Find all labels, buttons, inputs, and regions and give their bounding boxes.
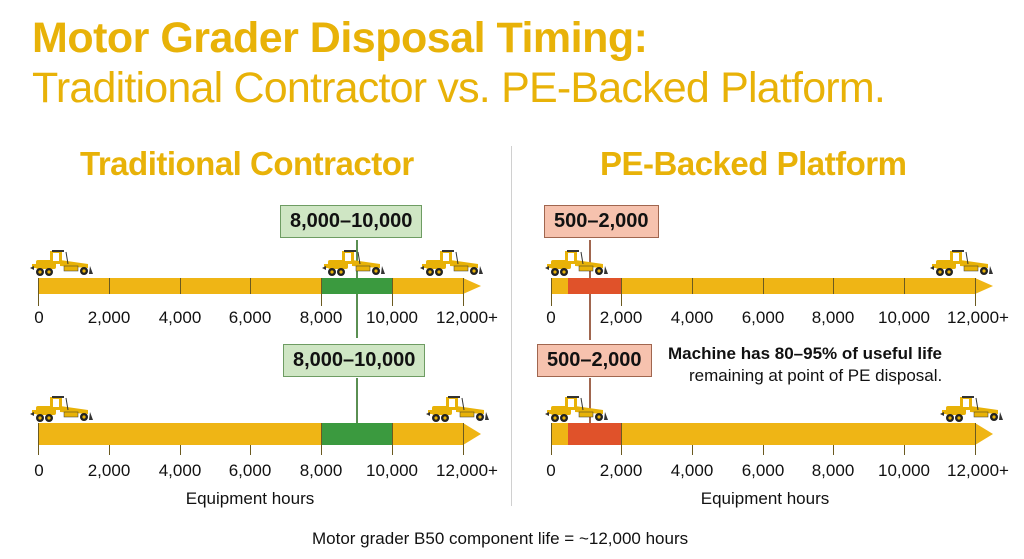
arrow-tip	[975, 278, 993, 294]
motor-grader-icon	[545, 394, 609, 424]
tick	[109, 278, 110, 294]
tick	[180, 445, 181, 455]
tick	[551, 278, 552, 306]
tick	[621, 278, 622, 306]
tick-label: 10,000	[878, 461, 930, 480]
motor-grader-icon	[420, 248, 484, 278]
hours-bar	[38, 423, 463, 445]
tick	[833, 278, 834, 294]
tick	[692, 278, 693, 294]
tick	[250, 445, 251, 455]
tick	[180, 278, 181, 294]
arrow-tip	[463, 278, 481, 294]
tick-label: 6,000	[228, 308, 272, 327]
panel-divider	[511, 146, 512, 506]
tick	[38, 423, 39, 455]
tick	[904, 445, 905, 455]
annotation-bold: Machine has 80–95% of useful life	[668, 344, 942, 363]
tick	[763, 278, 764, 294]
motor-grader-icon	[426, 394, 490, 424]
tick	[392, 423, 393, 455]
tick-label: 8,000	[811, 308, 855, 327]
hours-bar	[551, 423, 975, 445]
tick	[109, 445, 110, 455]
tick	[692, 445, 693, 455]
tick	[463, 278, 464, 306]
chart-title-line2: Traditional Contractor vs. PE-Backed Pla…	[32, 64, 886, 112]
motor-grader-icon	[30, 394, 94, 424]
tick-label: 2,000	[599, 308, 643, 327]
tick-label: 8,000	[299, 308, 343, 327]
tick-label: 0	[546, 461, 556, 480]
x-axis-title: Equipment hours	[700, 489, 830, 508]
tick-label: 2,000	[599, 461, 643, 480]
tick	[551, 423, 552, 455]
tick	[392, 278, 393, 306]
motor-grader-icon	[30, 248, 94, 278]
tick-label: 10,000	[878, 308, 930, 327]
annotation-regular: remaining at point of PE disposal.	[689, 366, 943, 385]
range-leader-line	[589, 378, 591, 424]
motor-grader-icon	[322, 248, 386, 278]
tick	[904, 278, 905, 294]
motor-grader-icon	[940, 394, 1004, 424]
range-leader-line	[356, 378, 358, 424]
footnote: Motor grader B50 component life = ~12,00…	[312, 529, 689, 548]
disposal-range-highlight	[321, 278, 392, 294]
tick-label: 12,000+	[436, 308, 498, 327]
tick	[975, 423, 976, 455]
tick-label: 0	[34, 461, 44, 480]
tick-label: 8,000	[811, 461, 855, 480]
motor-grader-icon	[545, 248, 609, 278]
x-axis-title: Equipment hours	[185, 489, 315, 508]
panel-title-pe-backed: PE-Backed Platform	[600, 145, 907, 182]
disposal-range-highlight	[321, 423, 392, 445]
tick-label: 4,000	[670, 308, 714, 327]
range-label-traditional-2: 8,000–10,000	[283, 344, 426, 377]
tick-label: 12,000+	[947, 461, 1009, 480]
range-label-traditional-1: 8,000–10,000	[280, 205, 423, 238]
tick-label: 12,000+	[947, 308, 1009, 327]
tick-label: 4,000	[670, 461, 714, 480]
range-label-pe-2: 500–2,000	[537, 344, 652, 377]
disposal-range-highlight	[568, 423, 621, 445]
arrow-tip	[463, 423, 481, 445]
tick-label: 10,000	[366, 308, 418, 327]
panel-title-traditional: Traditional Contractor	[80, 145, 414, 182]
tick-label: 2,000	[87, 308, 131, 327]
tick	[975, 278, 976, 306]
chart-title-line1: Motor Grader Disposal Timing:	[32, 14, 648, 62]
disposal-range-highlight	[568, 278, 621, 294]
tick	[38, 278, 39, 306]
arrow-tip	[975, 423, 993, 445]
tick	[763, 445, 764, 455]
tick-label: 0	[546, 308, 556, 327]
tick-label: 8,000	[299, 461, 343, 480]
tick-label: 12,000+	[436, 461, 498, 480]
tick	[833, 445, 834, 455]
tick	[463, 423, 464, 455]
tick-label: 4,000	[158, 308, 202, 327]
tick-label: 6,000	[741, 461, 785, 480]
motor-grader-icon	[930, 248, 994, 278]
tick-label: 10,000	[366, 461, 418, 480]
tick-label: 4,000	[158, 461, 202, 480]
tick	[321, 423, 322, 455]
tick-label: 6,000	[228, 461, 272, 480]
tick	[621, 423, 622, 455]
tick-label: 2,000	[87, 461, 131, 480]
tick-label: 6,000	[741, 308, 785, 327]
range-label-pe-1: 500–2,000	[544, 205, 659, 238]
tick-label: 0	[34, 308, 44, 327]
tick	[321, 278, 322, 306]
tick	[250, 278, 251, 294]
